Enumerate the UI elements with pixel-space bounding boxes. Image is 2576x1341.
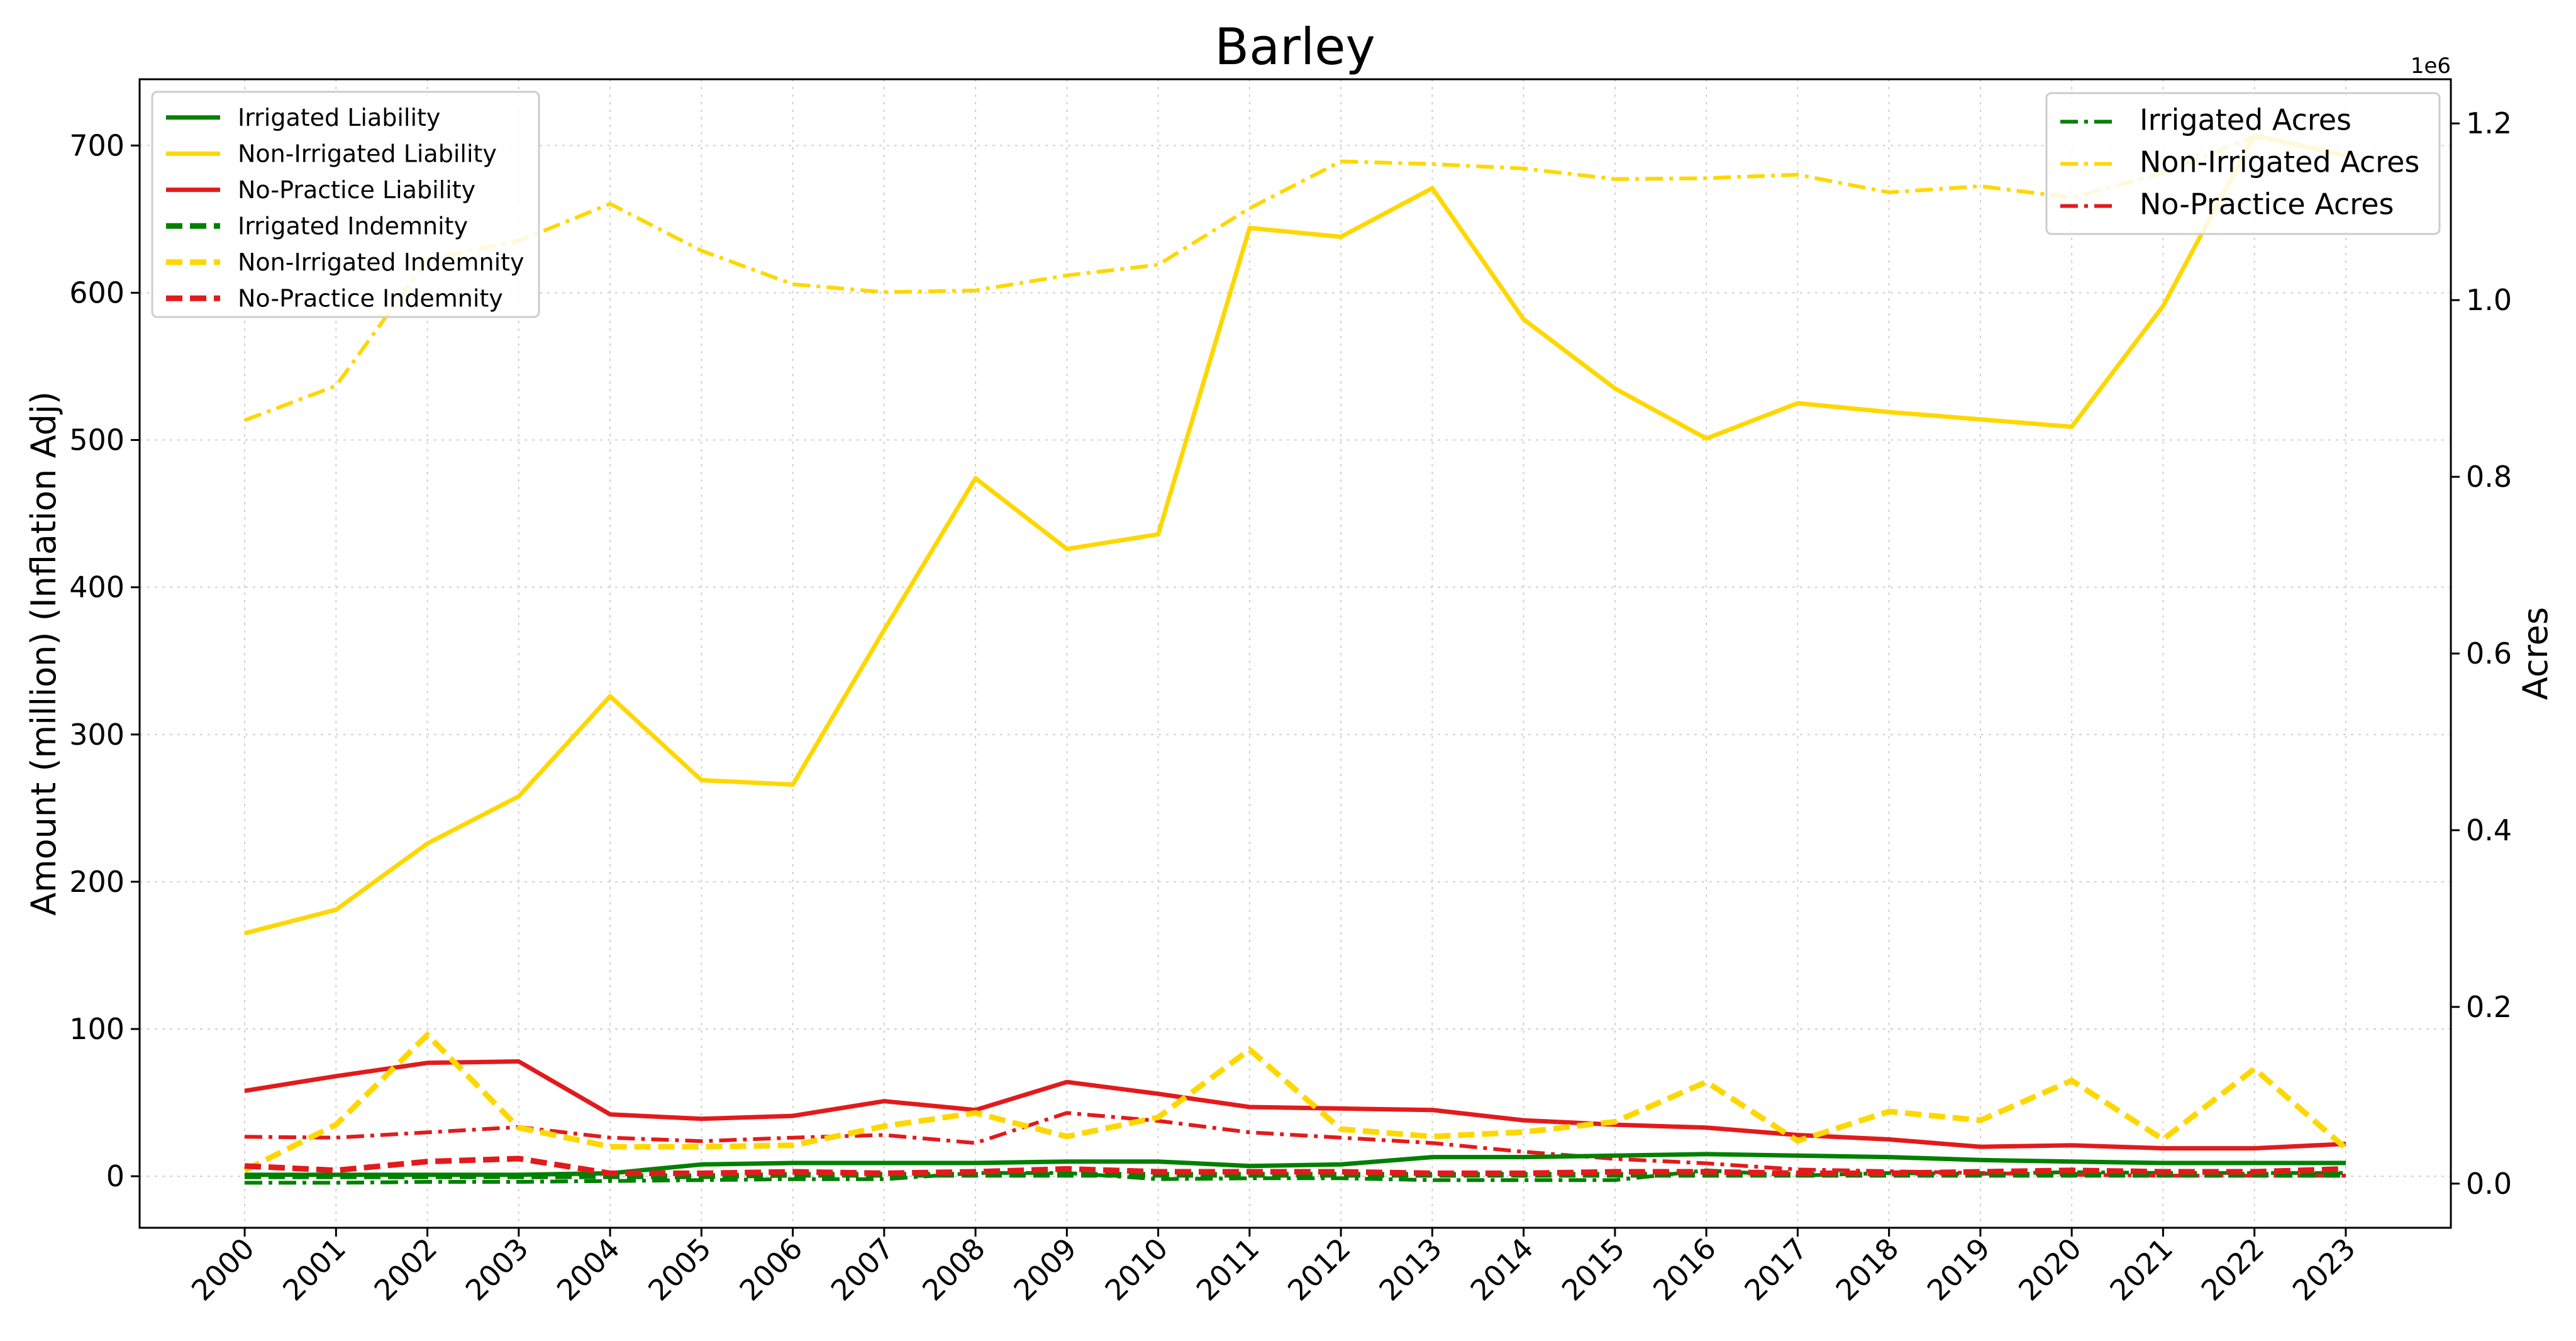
y2-tick-label: 0.4 — [2466, 813, 2512, 847]
series-line-non-irrigated-liability — [244, 133, 2346, 936]
legend-label-no-practice-acres: No-Practice Acres — [2140, 187, 2394, 221]
series-line-irrigated-indemnity — [245, 1172, 2346, 1179]
y-tick-label: 400 — [69, 570, 125, 604]
series-layer — [243, 133, 2348, 1185]
y2-tick-label: 0.2 — [2466, 990, 2512, 1024]
series-line-non-irrigated-acres — [243, 135, 2346, 423]
y-tick-label: 0 — [106, 1159, 125, 1193]
y-axis-label: Amount (million) (Inflation Adj) — [24, 391, 64, 916]
legend-label-no-practice-liability: No-Practice Liability — [238, 176, 475, 204]
legend-label-irrigated-indemnity: Irrigated Indemnity — [238, 212, 468, 240]
y-tick-label: 700 — [69, 128, 125, 162]
series-line-irrigated-acres — [245, 1168, 2346, 1185]
legend-right: Irrigated Acres Non-Irrigated Acres No-Pra… — [2045, 92, 2441, 235]
legend-box — [151, 91, 540, 318]
y-tick-label: 200 — [69, 865, 125, 899]
legend-label-no-practice-indemnity: No-Practice Indemnity — [238, 284, 503, 312]
series-line-no-practice-liability — [244, 1059, 2346, 1151]
series-line-no-practice-indemnity — [244, 1155, 2346, 1176]
y2-tick-label: 0.6 — [2466, 637, 2512, 670]
y2-tick-label: 1.2 — [2466, 106, 2512, 140]
legend-label-non-irrigated-acres: Non-Irrigated Acres — [2140, 145, 2419, 179]
y-tick-label: 100 — [69, 1012, 125, 1046]
series-line-non-irrigated-indemnity — [243, 1032, 2348, 1173]
y2-tick-label: 0.8 — [2466, 460, 2512, 494]
y-tick-label: 300 — [69, 718, 125, 752]
y2-tick-label: 0.0 — [2466, 1167, 2512, 1201]
y2-tick-label: 1.0 — [2466, 283, 2512, 317]
legend-label-non-irrigated-liability: Non-Irrigated Liability — [238, 140, 497, 167]
y-tick-label: 600 — [69, 275, 125, 309]
y2-offset-text: 1e6 — [2411, 53, 2451, 79]
legend-box — [2045, 92, 2441, 235]
legend-left: Irrigated Liability Non-Irrigated Liabili… — [151, 91, 540, 318]
y2-axis-label: Acres — [2516, 607, 2555, 700]
legend-label-irrigated-acres: Irrigated Acres — [2140, 103, 2351, 137]
legend-label-irrigated-liability: Irrigated Liability — [238, 104, 440, 131]
chart-title: Barley — [1214, 18, 1375, 76]
legend-label-non-irrigated-indemnity: Non-Irrigated Indemnity — [238, 248, 525, 276]
y-tick-label: 500 — [69, 423, 125, 457]
